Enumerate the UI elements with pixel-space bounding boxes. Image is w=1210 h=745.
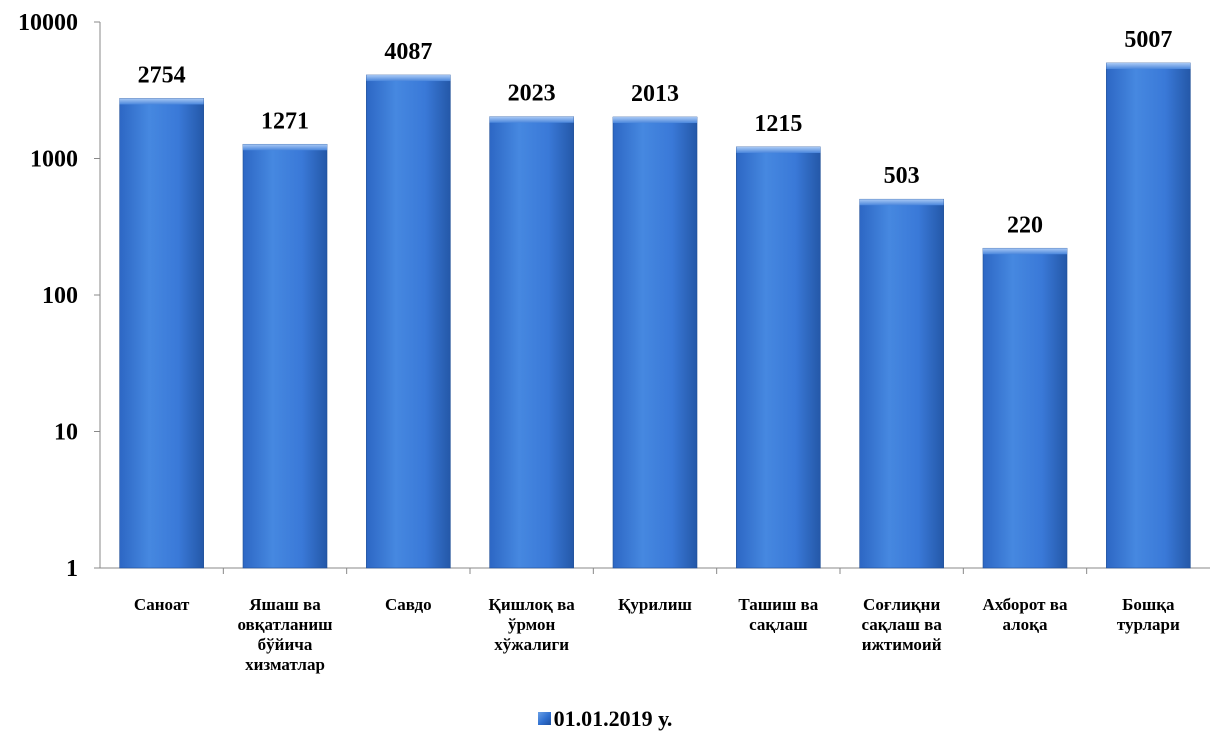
y-tick-label: 1	[66, 556, 78, 582]
legend: 01.01.2019 у.	[0, 706, 1210, 732]
category-label-line: Қурилиш	[618, 595, 692, 614]
category-label-line: алоқа	[1003, 615, 1048, 634]
category-label-line: турлари	[1117, 615, 1180, 634]
bar	[736, 146, 821, 569]
bar	[859, 198, 944, 569]
category-label-line: ижтимоий	[862, 635, 942, 654]
category-label: Савдо	[385, 595, 432, 614]
bar-body	[859, 198, 944, 569]
y-tick-label: 100	[42, 283, 78, 309]
category-label-line: Ахборот ва	[983, 595, 1068, 614]
bar	[366, 74, 451, 569]
bar	[119, 98, 204, 569]
bar-cap	[859, 199, 944, 206]
bar-cap	[736, 146, 821, 153]
bar-cap	[489, 116, 574, 123]
category-label: Соғлиқни сақлаш ва ижтимоий	[861, 595, 942, 654]
category-label: Саноат	[134, 595, 190, 614]
bar	[489, 116, 574, 569]
data-label: 2754	[138, 62, 186, 88]
category-label: Бошқа турлари	[1117, 595, 1180, 634]
category-label-line: Саноат	[134, 595, 190, 614]
category-label-line: сақлаш ва	[861, 615, 942, 634]
category-label-line: хизматлар	[245, 655, 325, 674]
category-label-line: хўжалиги	[494, 635, 569, 654]
bar-body	[982, 247, 1068, 569]
bar-cap	[1106, 63, 1191, 70]
category-label: Қурилиш	[618, 595, 692, 614]
category-label-line: Яшаш ва	[249, 595, 321, 614]
legend-label: 01.01.2019 у.	[553, 706, 673, 731]
data-label: 1215	[754, 111, 802, 137]
bar	[1106, 62, 1191, 569]
bar-cap	[983, 248, 1067, 255]
category-label-line: бўйича	[258, 635, 313, 654]
bar	[612, 116, 698, 569]
bar-body	[366, 74, 451, 569]
bar-body	[1106, 62, 1191, 569]
bar	[982, 247, 1068, 569]
y-tick-label: 10	[54, 420, 78, 446]
bar-cap	[243, 144, 327, 151]
category-label-line: овқатланиш	[237, 615, 332, 634]
data-label: 5007	[1124, 27, 1172, 53]
category-label-line: Соғлиқни	[863, 595, 940, 614]
bar-body	[242, 143, 328, 569]
bar-body	[489, 116, 574, 569]
data-label: 1271	[261, 108, 309, 134]
category-label: Қишлоқ ва ўрмон хўжалиги	[489, 595, 576, 654]
bar-body	[736, 146, 821, 569]
bar-body	[119, 98, 204, 569]
category-label: Яшаш ва овқатланиш бўйича хизматлар	[237, 595, 332, 674]
bar-cap	[613, 117, 697, 124]
data-label: 503	[884, 163, 920, 189]
legend-swatch	[537, 712, 551, 725]
data-label: 2023	[508, 81, 556, 107]
bars	[119, 62, 1191, 569]
bar-cap	[366, 75, 451, 82]
data-label: 220	[1007, 212, 1043, 238]
labels: 2754 Саноат 1271 Яшаш ва овқатланиш бўйича хиз…	[134, 27, 1180, 674]
category-label: Ташиш ва сақлаш	[738, 595, 818, 634]
category-label-line: Қишлоқ ва	[489, 595, 576, 614]
y-tick-label: 10000	[18, 10, 78, 36]
bar-cap	[119, 98, 204, 105]
bar	[242, 143, 328, 569]
category-label-line: Савдо	[385, 595, 432, 614]
data-label: 4087	[384, 39, 432, 65]
category-label: Ахборот ва алоқа	[983, 595, 1068, 634]
category-label-line: ўрмон	[508, 615, 556, 634]
category-label-line: Бошқа	[1122, 595, 1175, 614]
bar-body	[612, 116, 698, 569]
y-tick-label: 1000	[30, 147, 78, 173]
data-label: 2013	[631, 81, 679, 107]
category-label-line: Ташиш ва	[738, 595, 818, 614]
category-label-line: сақлаш	[749, 615, 807, 634]
